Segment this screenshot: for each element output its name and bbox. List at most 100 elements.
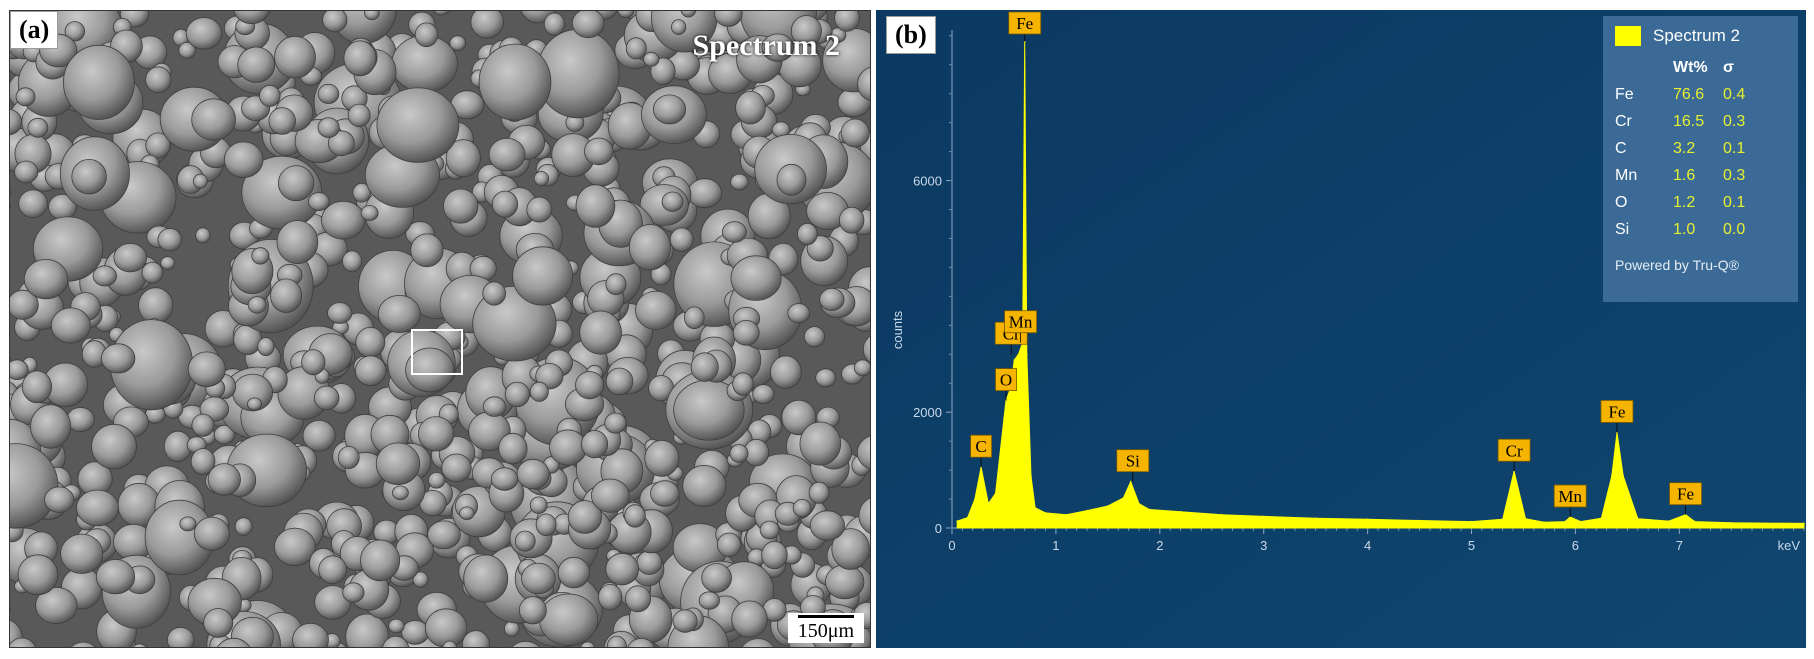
peak-label-si: Si <box>1126 452 1140 471</box>
powder-particle <box>761 540 788 570</box>
powder-particle <box>669 227 694 252</box>
powder-particle <box>405 347 455 393</box>
powder-particle <box>635 290 677 330</box>
powder-particle <box>521 562 556 595</box>
quant-wt: 76.6 <box>1673 86 1705 103</box>
spectrum-point <box>1017 353 1020 356</box>
powder-particle <box>617 11 635 18</box>
powder-particle <box>237 46 276 83</box>
powder-particle <box>15 87 36 107</box>
powder-particle <box>195 227 211 244</box>
spectrum-point <box>974 498 976 500</box>
spectrum-point <box>1501 518 1504 521</box>
powder-particle <box>443 188 479 224</box>
quant-wt: 1.2 <box>1673 194 1696 211</box>
spectrum-point <box>956 520 958 522</box>
powder-particle <box>145 132 171 159</box>
powder-particle <box>819 287 845 311</box>
powder-particle <box>71 158 107 195</box>
spectrum-point <box>1129 480 1132 483</box>
powder-particle <box>132 643 147 647</box>
powder-particle <box>605 552 639 586</box>
powder-particle <box>355 326 386 358</box>
quant-element: C <box>1615 140 1627 157</box>
quant-row: Si 1.0 0.0 <box>1615 216 1786 243</box>
powder-particle <box>70 641 96 647</box>
powder-particle <box>327 130 355 157</box>
powder-particle <box>625 37 647 60</box>
powder-particle <box>729 444 749 463</box>
powder-particle <box>627 638 655 647</box>
spectrum-point <box>1122 497 1125 499</box>
spectrum-point <box>1564 520 1566 523</box>
powder-particle <box>463 554 509 603</box>
powder-particle <box>511 640 541 647</box>
peak-label-mn: Mn <box>1009 313 1033 332</box>
powder-particle <box>427 471 446 489</box>
powder-particle <box>567 500 603 534</box>
spectrum-point <box>1366 518 1369 521</box>
powder-particle <box>796 222 818 246</box>
powder-particle <box>124 647 146 648</box>
spectrum-point <box>1003 417 1005 419</box>
powder-particle <box>716 532 742 558</box>
spectrum-point <box>966 516 969 519</box>
powder-particle <box>160 256 176 270</box>
x-tick-label: 4 <box>1364 538 1371 553</box>
powder-particle <box>76 489 119 527</box>
quant-element: Fe <box>1615 86 1634 103</box>
x-tick-label: 3 <box>1260 538 1267 553</box>
powder-particle <box>92 265 117 287</box>
powder-particle <box>518 596 547 625</box>
powder-particle <box>277 165 315 202</box>
powder-particle <box>644 439 680 477</box>
powder-particle <box>825 564 865 600</box>
powder-particle <box>683 306 705 330</box>
powder-particle <box>433 11 450 16</box>
powder-particle <box>605 273 627 296</box>
powder-particle <box>95 559 136 595</box>
panel-b-tag: (b) <box>886 16 936 54</box>
spectrum-point <box>1611 475 1613 477</box>
powder-particle <box>815 368 837 388</box>
powder-particle <box>276 220 319 265</box>
powder-particle <box>680 11 697 18</box>
spectrum-roi-box <box>411 329 463 375</box>
spectrum-point <box>1524 517 1527 520</box>
powder-particle <box>839 206 865 234</box>
powder-particle <box>360 539 401 582</box>
powder-particle <box>672 609 698 633</box>
powder-particle <box>856 435 870 470</box>
powder-particle <box>18 189 48 219</box>
quant-wt: 1.6 <box>1673 167 1696 184</box>
powder-particle <box>318 555 347 584</box>
peak-label-cr: Cr <box>1506 441 1523 460</box>
peak-label-box <box>1497 438 1531 462</box>
quant-row: C 3.2 0.1 <box>1615 135 1786 162</box>
x-tick-label: 5 <box>1468 538 1475 553</box>
powder-particle <box>701 563 732 593</box>
powder-particle <box>193 516 230 551</box>
powder-particle <box>488 137 526 172</box>
powder-particle <box>10 359 29 380</box>
spectrum-point <box>1418 519 1421 522</box>
powder-particle <box>730 255 782 301</box>
powder-particle <box>10 187 12 197</box>
powder-particle <box>543 12 566 36</box>
powder-particle <box>273 527 316 567</box>
powder-particle <box>792 498 812 518</box>
peak-label-box <box>1004 310 1037 334</box>
powder-particle <box>579 310 622 355</box>
powder-particle <box>449 35 467 51</box>
powder-particle <box>190 448 216 475</box>
powder-particle <box>391 485 409 501</box>
powder-particle <box>714 11 743 27</box>
powder-particle <box>207 463 241 496</box>
spectrum-point <box>1026 353 1028 356</box>
scale-bar-label: 150μm <box>797 620 854 642</box>
powder-particle <box>853 359 870 377</box>
powder-particle <box>230 616 274 647</box>
powder-particle <box>234 517 253 536</box>
powder-particle <box>770 355 802 389</box>
powder-particle <box>761 33 794 62</box>
